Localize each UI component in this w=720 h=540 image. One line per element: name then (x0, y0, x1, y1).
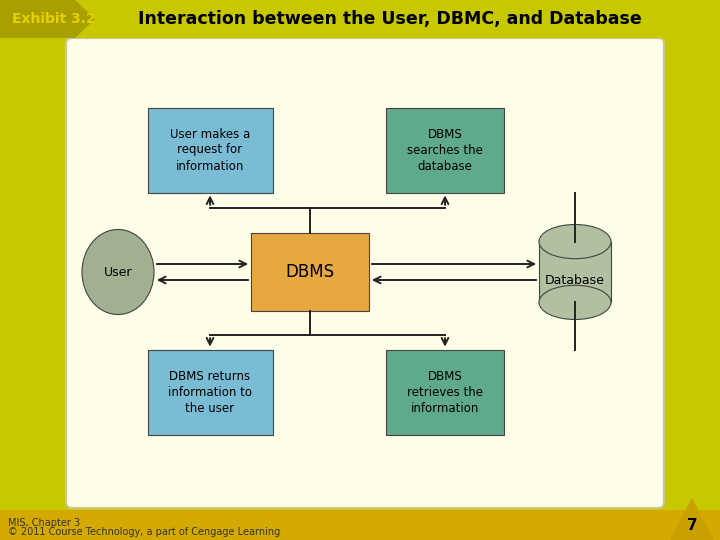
Text: User makes a
request for
information: User makes a request for information (170, 127, 250, 172)
Text: Database: Database (545, 273, 605, 287)
Bar (0, 0, 720, 38)
Text: DBMS returns
information to
the user: DBMS returns information to the user (168, 369, 252, 415)
Ellipse shape (539, 225, 611, 259)
Ellipse shape (539, 285, 611, 320)
Text: Interaction between the User, DBMC, and Database: Interaction between the User, DBMC, and … (138, 10, 642, 28)
FancyBboxPatch shape (66, 38, 664, 508)
Bar (0, 510, 720, 540)
Text: DBMS
searches the
database: DBMS searches the database (407, 127, 483, 172)
Polygon shape (670, 498, 714, 540)
Bar (148, 349, 272, 435)
Text: © 2011 Course Technology, a part of Cengage Learning: © 2011 Course Technology, a part of Ceng… (8, 527, 280, 537)
Bar (251, 233, 369, 311)
Text: 7: 7 (687, 518, 697, 534)
Text: MIS, Chapter 3: MIS, Chapter 3 (8, 518, 80, 528)
Text: DBMS
retrieves the
information: DBMS retrieves the information (407, 369, 483, 415)
Ellipse shape (82, 230, 154, 314)
Text: DBMS: DBMS (285, 263, 335, 281)
Bar (386, 349, 504, 435)
Polygon shape (0, 0, 95, 38)
Text: User: User (104, 266, 132, 279)
Bar (539, 241, 611, 302)
Bar (148, 107, 272, 192)
Bar (386, 107, 504, 192)
Text: Exhibit 3.2: Exhibit 3.2 (12, 12, 96, 26)
